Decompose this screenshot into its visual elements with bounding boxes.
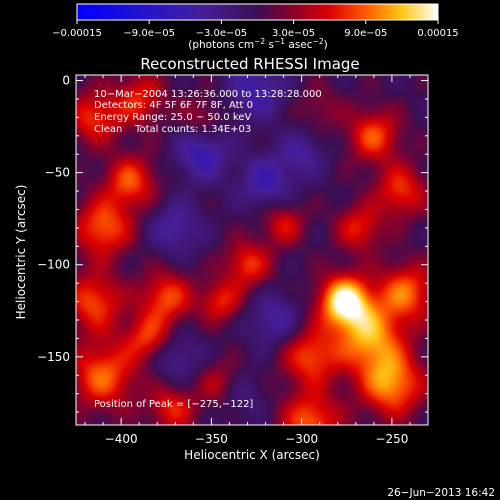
y-tick-label: −50 (45, 166, 70, 180)
info-line-counts: Clean Total counts: 1.34E+03 (94, 124, 251, 135)
peak-position-label: Position of Peak = [−275,−122] (94, 399, 253, 410)
colorbar-tick-label: 0.00015 (417, 28, 458, 39)
axis-ticks: −400 −350 −300 −250 0 −50 −100 −150 (37, 74, 429, 446)
colorbar-tick-label: −9.0e−05 (123, 28, 175, 39)
colorbar-ticks: −0.00015 −9.0e−05 −3.0e−05 3.0e−05 9.0e−05 0.… (52, 20, 459, 39)
colorbar-tick-label: −3.0e−05 (196, 28, 248, 39)
colorbar-tick-label: 3.0e−05 (272, 28, 315, 39)
info-line-time: 10−Mar−2004 13:26:36.000 to 13:28:28.000 (94, 89, 322, 100)
info-block: 10−Mar−2004 13:26:36.000 to 13:28:28.000… (94, 89, 322, 135)
colorbar: −0.00015 −9.0e−05 −3.0e−05 3.0e−05 9.0e−05 0.… (52, 3, 459, 52)
colorbar-unit-label: (photons cm−2 s−1 asec−2) (188, 37, 327, 52)
plot-frame (75, 74, 429, 426)
y-tick-label: −150 (37, 350, 70, 364)
y-axis-label: Heliocentric Y (arcsec) (14, 185, 28, 320)
x-tick-label: −300 (285, 432, 318, 446)
y-tick-label: −100 (37, 258, 70, 272)
x-tick-label: −250 (375, 432, 408, 446)
chart-title: Reconstructed RHESSI Image (140, 55, 359, 73)
y-tick-label: 0 (62, 74, 70, 88)
info-line-energy: Energy Range: 25.0 − 50.0 keV (94, 112, 251, 123)
colorbar-tick-label: 9.0e−05 (344, 28, 387, 39)
colorbar-frame (76, 3, 439, 21)
x-tick-label: −400 (105, 432, 138, 446)
colorbar-tick-label: −0.00015 (52, 28, 102, 39)
heatmap-image (76, 75, 428, 425)
info-line-detectors: Detectors: 4F 5F 6F 7F 8F, Att 0 (94, 100, 253, 111)
x-tick-label: −350 (195, 432, 228, 446)
footer-date: 26−Jun−2013 16:42 (387, 487, 495, 499)
colorbar-gradient (77, 4, 438, 20)
x-axis-label: Heliocentric X (arcsec) (184, 448, 320, 462)
